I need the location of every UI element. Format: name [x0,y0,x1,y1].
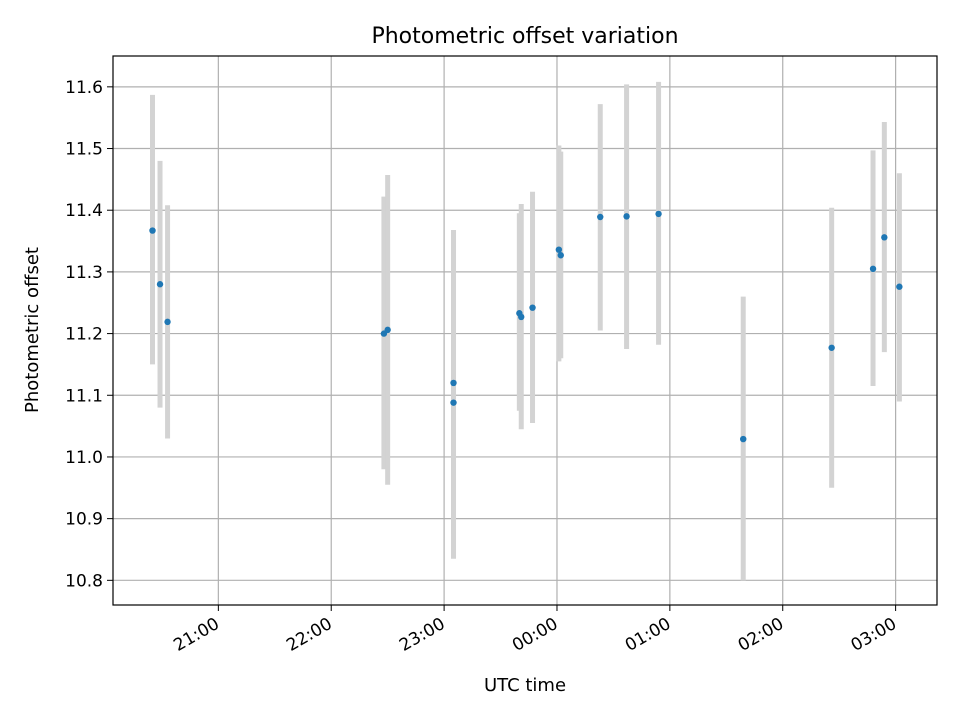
y-axis-label: Photometric offset [22,247,43,413]
data-point [597,213,604,221]
data-point [557,252,564,259]
y-tick-label: 11.6 [65,78,103,98]
y-tick-label: 11.2 [65,325,103,345]
data-point [881,234,888,241]
data-point [529,304,536,311]
chart-title: Photometric offset variation [371,24,678,49]
data-point [450,399,457,406]
data-point [450,379,457,387]
y-axis-ticks: 10.8 10.9 11.0 11.1 11.2 11.3 11.4 11.5 11.6 [65,78,113,591]
y-tick-label: 10.8 [65,571,103,591]
grid-lines [113,56,937,605]
y-tick-label: 11.5 [65,140,103,160]
data-point [869,265,877,273]
data-point [655,210,662,218]
plot-frame [112,55,938,606]
data-point [164,318,171,326]
data-point [623,213,630,220]
data-point [384,326,391,334]
data-point [555,246,563,253]
data-point [740,435,747,443]
data-points [149,210,903,443]
y-tick-label: 11.1 [65,386,103,406]
y-tick-label: 11.3 [65,263,103,283]
data-point [156,281,164,288]
y-tick-label: 11.0 [65,448,103,468]
y-tick-label: 11.4 [65,201,103,221]
x-axis-label: UTC time [484,675,566,696]
data-point [828,344,835,351]
data-point [896,283,903,290]
data-point [518,313,525,321]
data-point [149,227,156,234]
y-tick-label: 10.9 [65,510,103,530]
